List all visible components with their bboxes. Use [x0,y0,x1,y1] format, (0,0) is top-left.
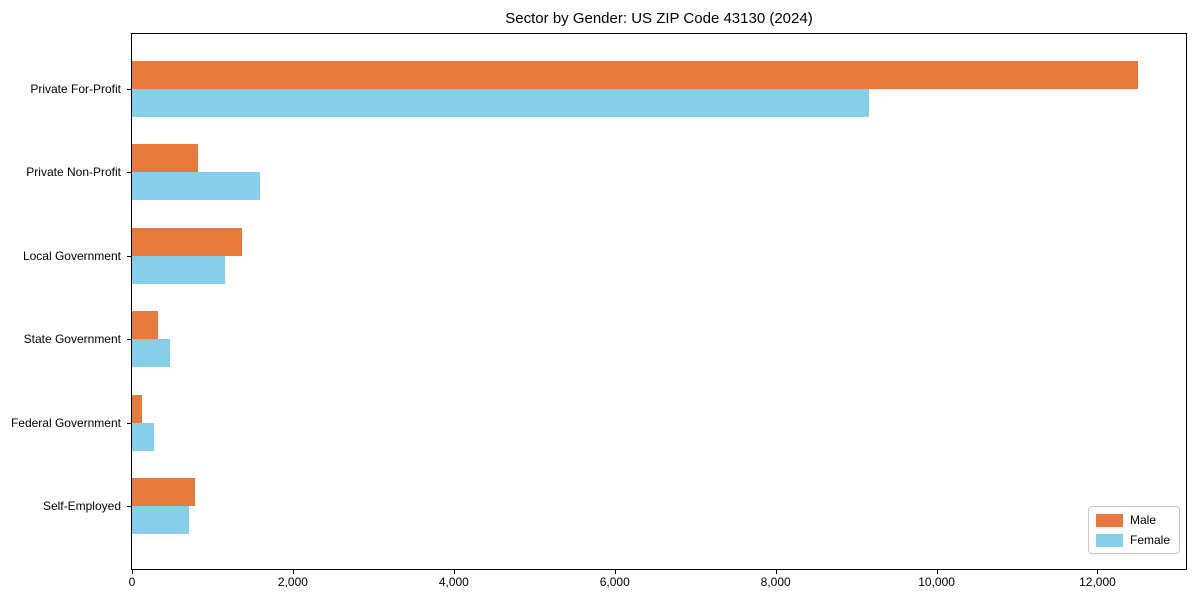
y-axis-label: Self-Employed [42,499,121,513]
y-axis-tick [127,422,131,424]
x-axis-tick [614,570,616,574]
bar-female-3 [132,255,226,284]
bar-male-1 [132,61,1138,89]
bar-female-4 [132,339,170,368]
x-axis-tick [775,570,777,574]
x-axis-tick [1097,570,1099,574]
legend-label: Male [1129,513,1156,527]
legend: Male Female [1087,506,1180,554]
y-axis-tick [127,172,131,174]
bar-female-2 [132,172,260,201]
x-axis-tick [936,570,938,574]
x-axis-tick [453,570,455,574]
bar-male-5 [132,394,142,423]
bar-female-5 [132,422,154,451]
x-axis-tick-label: 6,000 [599,575,630,589]
y-axis-label: Private Non-Profit [26,165,121,180]
bar-male-6 [132,478,195,506]
legend-item-male: Male [1095,513,1170,527]
y-axis-label: Federal Government [10,415,121,430]
y-axis-tick [127,255,131,257]
bar-male-4 [132,311,158,340]
chart-title: Sector by Gender: US ZIP Code 43130 (202… [505,10,813,27]
bar-female-1 [132,89,869,117]
x-axis-tick [292,570,294,574]
y-axis-tick [127,506,131,507]
x-axis-tick-label: 0 [128,575,136,589]
x-axis-tick-label: 10,000 [918,575,955,589]
y-axis-label: Local Government [22,248,121,263]
x-axis-tick-label: 12,000 [1079,575,1116,589]
bar-female-6 [132,506,190,534]
bar-male-2 [132,144,198,173]
bar-male-3 [132,227,243,256]
y-axis-tick [127,89,131,90]
x-axis-tick [132,570,133,574]
legend-swatch-male [1095,513,1123,527]
x-axis-tick-label: 4,000 [438,575,469,589]
legend-label: Female [1129,533,1170,547]
x-axis-tick-label: 8,000 [760,575,791,589]
y-axis-label: Private For-Profit [30,82,121,96]
plot-area: Male Female Private For-Profit Private Non… [11,33,1187,589]
y-axis-label: State Government [23,332,121,347]
x-axis-tick-label: 2,000 [277,575,308,589]
legend-swatch-female [1095,533,1123,547]
y-axis-tick [127,339,131,341]
legend-item-female: Female [1095,533,1170,547]
